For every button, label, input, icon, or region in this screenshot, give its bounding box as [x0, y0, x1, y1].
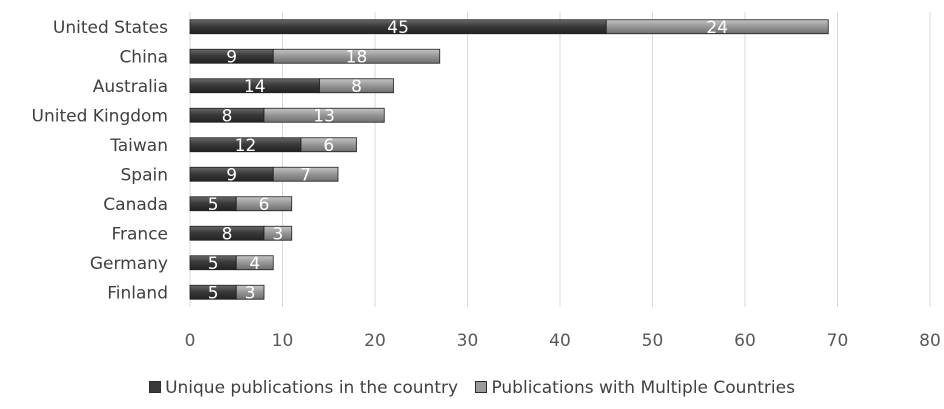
category-label: Finland	[107, 283, 168, 303]
category-label: France	[111, 224, 168, 244]
legend-item-unique: Unique publications in the country	[149, 378, 458, 398]
bar-segment	[300, 137, 357, 153]
legend-label-multiple: Publications with Multiple Countries	[491, 378, 795, 398]
data-label: 8	[222, 106, 233, 126]
category-label: Taiwan	[109, 136, 168, 156]
category-label: Germany	[90, 254, 168, 274]
bar-segment	[235, 255, 274, 271]
legend-item-multiple: Publications with Multiple Countries	[475, 378, 795, 398]
legend-label-unique: Unique publications in the country	[165, 378, 459, 398]
data-label: 4	[249, 254, 260, 274]
data-label: 9	[226, 47, 237, 67]
bar-segment	[319, 78, 394, 94]
x-tick-label: 30	[457, 331, 479, 351]
bar-segment	[272, 48, 441, 64]
bar-segment	[605, 19, 829, 35]
data-label: 8	[222, 224, 233, 244]
data-label: 5	[208, 283, 219, 303]
category-label: China	[119, 47, 168, 67]
x-tick-label: 50	[642, 331, 664, 351]
category-label: Canada	[103, 195, 168, 215]
bar-segment	[263, 107, 385, 123]
bar-segment	[235, 196, 293, 212]
data-label: 6	[259, 195, 270, 215]
bar-segment	[272, 166, 339, 182]
category-label: United States	[53, 18, 168, 38]
data-label: 12	[235, 136, 257, 156]
x-tick-label: 40	[549, 331, 571, 351]
category-label: Spain	[121, 165, 169, 185]
data-label: 3	[272, 224, 283, 244]
category-labels: United States China Australia United Kingdo…	[32, 18, 169, 304]
data-label: 8	[351, 77, 362, 97]
legend-swatch-multiple	[475, 381, 488, 393]
data-label: 5	[208, 254, 219, 274]
data-label: 5	[208, 195, 219, 215]
x-tick-labels: 0 10 20 30 40 50 60 70 80	[185, 331, 941, 351]
data-label: 3	[245, 283, 256, 303]
data-label: 6	[323, 136, 334, 156]
data-label: 18	[346, 47, 368, 67]
x-tick-label: 0	[185, 331, 196, 351]
x-tick-label: 60	[734, 331, 756, 351]
data-label: 45	[387, 18, 409, 38]
category-label: Australia	[93, 77, 168, 97]
data-label: 13	[313, 106, 335, 126]
x-tick-label: 80	[919, 331, 941, 351]
bar-segment	[263, 225, 293, 241]
x-tick-label: 10	[272, 331, 294, 351]
legend-swatch-unique	[149, 381, 162, 393]
data-label: 24	[706, 18, 728, 38]
bar-segment	[235, 284, 265, 300]
x-tick-label: 70	[827, 331, 849, 351]
category-label: United Kingdom	[32, 106, 168, 126]
x-tick-label: 20	[364, 331, 386, 351]
data-label: 9	[226, 165, 237, 185]
data-label: 14	[244, 77, 266, 97]
data-label: 7	[300, 165, 311, 185]
legend: Unique publications in the country Publi…	[0, 378, 944, 398]
